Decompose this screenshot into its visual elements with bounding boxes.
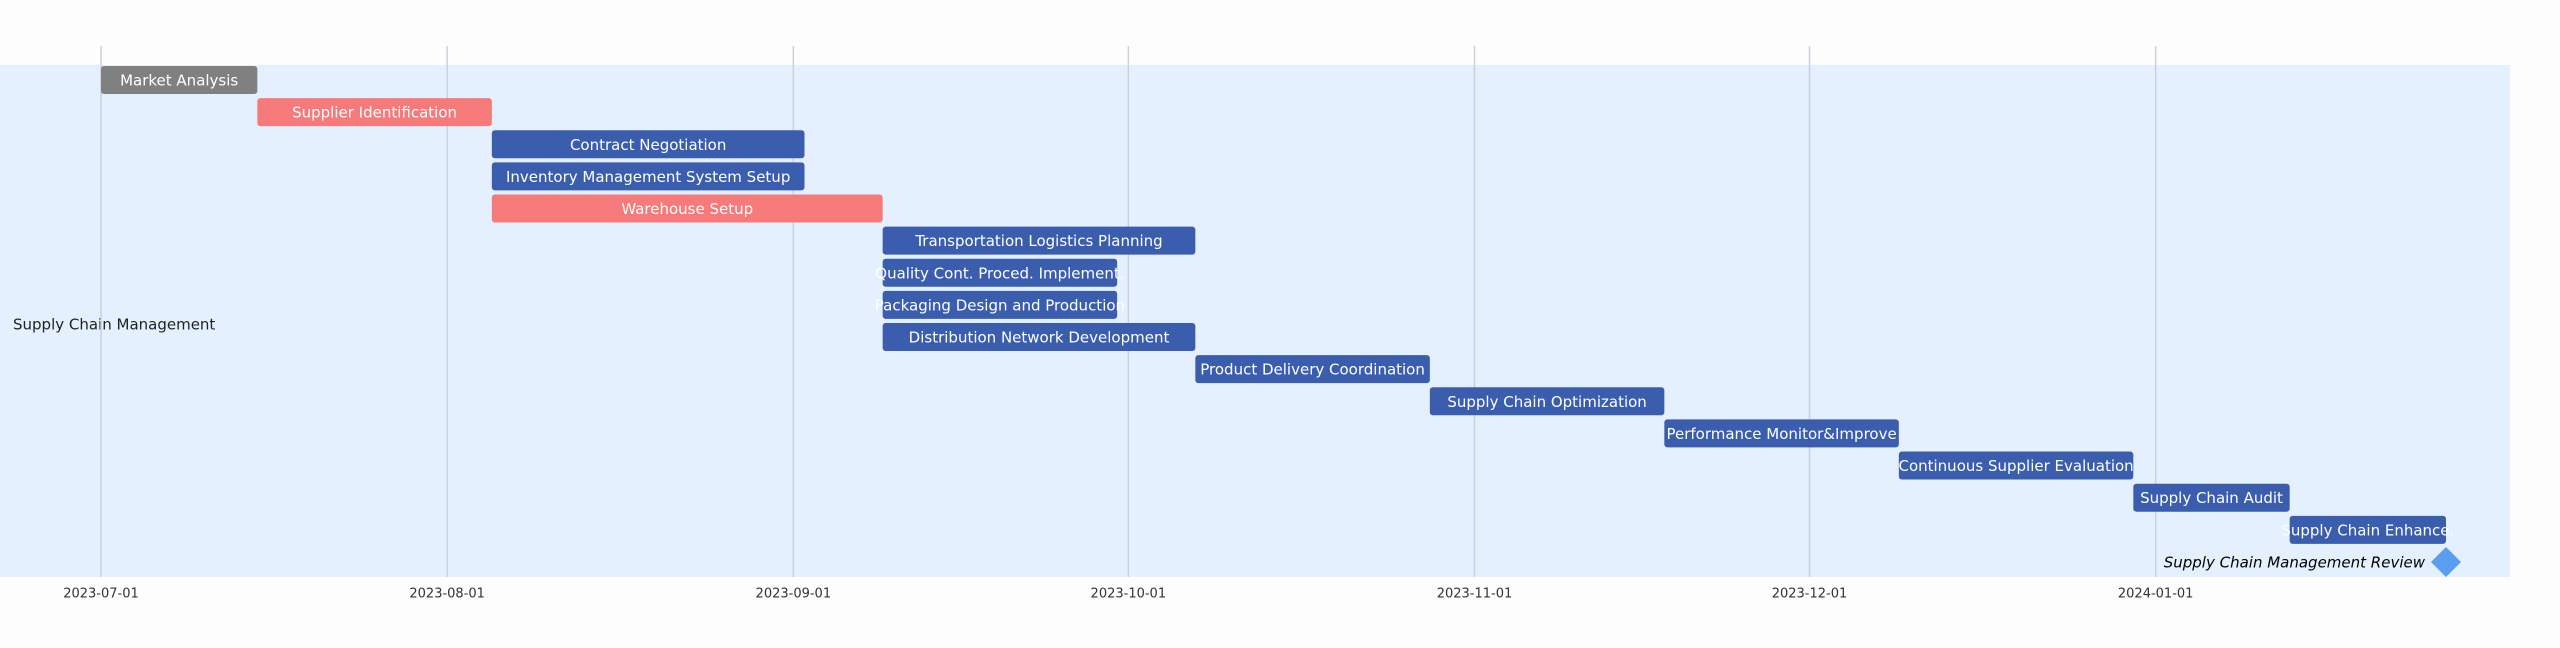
task-bar bbox=[1664, 419, 1899, 448]
task-label: Performance Monitor&Improve bbox=[1666, 425, 1896, 443]
x-tick-label: 2024-01-01 bbox=[2118, 587, 2194, 602]
task-bar bbox=[491, 194, 883, 223]
x-tick-label: 2023-11-01 bbox=[1437, 587, 1513, 602]
x-tick-label: 2023-08-01 bbox=[409, 587, 485, 602]
task-bar bbox=[2133, 483, 2290, 512]
task-label: Market Analysis bbox=[120, 72, 238, 90]
task-label: Continuous Supplier Evaluation bbox=[1898, 457, 2133, 475]
task-bar bbox=[882, 226, 1196, 255]
task-bar bbox=[882, 290, 1118, 319]
task-label: Supply Chain Optimization bbox=[1447, 393, 1646, 411]
task-bar bbox=[1898, 451, 2134, 480]
task-bar bbox=[257, 98, 492, 127]
section-label: Supply Chain Management bbox=[13, 316, 215, 334]
task-label: Inventory Management System Setup bbox=[506, 168, 790, 186]
section-band bbox=[0, 65, 2510, 577]
task-bar bbox=[882, 258, 1118, 287]
task-label: Distribution Network Development bbox=[909, 329, 1170, 347]
task-label: Warehouse Setup bbox=[621, 200, 753, 218]
task-bar bbox=[101, 66, 258, 94]
task-bar bbox=[882, 323, 1196, 352]
task-label: Supplier Identification bbox=[292, 104, 457, 122]
task-label: Contract Negotiation bbox=[570, 136, 726, 154]
task-label: Quality Cont. Proced. Implement. bbox=[875, 264, 1124, 282]
milestone-label: Supply Chain Management Review bbox=[2164, 553, 2426, 571]
task-bar bbox=[1195, 355, 1430, 384]
task-label: Supply Chain Audit bbox=[2140, 489, 2283, 507]
task-label: Supply Chain Enhance. bbox=[2281, 521, 2454, 539]
task-bar bbox=[491, 162, 805, 191]
milestone bbox=[2431, 546, 2461, 577]
x-tick-label: 2023-12-01 bbox=[1772, 587, 1848, 602]
task-label: Product Delivery Coordination bbox=[1200, 361, 1425, 379]
task-bar bbox=[1429, 387, 1665, 416]
task-bar bbox=[2289, 515, 2446, 544]
task-label: Packaging Design and Production bbox=[875, 296, 1125, 314]
task-bar bbox=[491, 130, 805, 159]
x-tick-label: 2023-09-01 bbox=[756, 587, 832, 602]
task-label: Transportation Logistics Planning bbox=[914, 232, 1162, 250]
x-tick-label: 2023-07-01 bbox=[63, 587, 139, 602]
x-tick-label: 2023-10-01 bbox=[1091, 587, 1167, 602]
